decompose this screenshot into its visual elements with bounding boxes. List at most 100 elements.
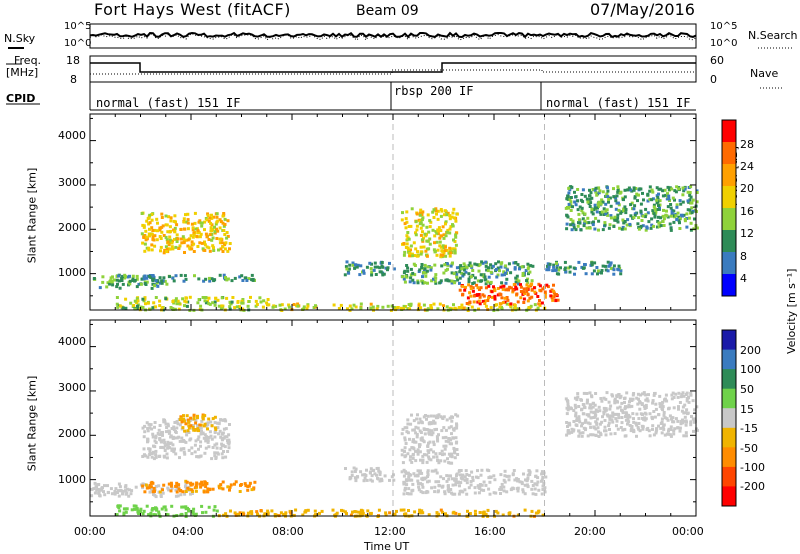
data-cell-r3 [181, 297, 185, 301]
nsearch-tick-bottom: 10^0 [710, 38, 738, 49]
data-cell-r10 [612, 268, 616, 272]
data-cell-r5 [420, 509, 424, 513]
data-cell-r2 [162, 234, 166, 237]
data-cell-r5 [370, 262, 373, 266]
data-cell-r8 [540, 492, 544, 496]
data-cell-r2 [208, 216, 212, 220]
data-cell-r9 [668, 222, 672, 226]
data-cell-r3 [186, 429, 190, 433]
data-cell-r9 [628, 397, 632, 401]
data-cell-r8 [406, 471, 410, 475]
data-cell-r9 [621, 218, 625, 222]
data-cell-r8 [531, 484, 535, 487]
data-cell-r6 [403, 250, 407, 254]
data-cell-r7 [486, 269, 490, 273]
data-cell-r3 [185, 414, 189, 418]
data-cell-r2 [213, 230, 217, 234]
data-cell-r9 [596, 205, 600, 208]
data-cell-r6 [435, 240, 439, 244]
data-cell-r8 [528, 296, 532, 300]
data-cell-r8 [405, 483, 409, 487]
data-cell-r4 [292, 303, 296, 306]
data-cell-r4 [163, 505, 167, 509]
data-cell-r8 [543, 486, 547, 490]
data-cell-r9 [683, 219, 687, 223]
data-cell-r10 [596, 272, 599, 276]
data-cell-r8 [527, 285, 531, 289]
data-cell-r6 [344, 467, 347, 470]
data-cell-r9 [664, 213, 668, 217]
data-cell-r2 [222, 229, 226, 232]
data-cell-r7 [442, 271, 446, 275]
data-cell-r2 [227, 440, 231, 444]
data-cell-r6 [442, 246, 446, 250]
data-cell-r8 [500, 482, 504, 486]
data-cell-r4 [204, 510, 208, 514]
data-cell-r2 [153, 425, 156, 429]
data-cell-r9 [627, 186, 631, 190]
data-cell-r0 [165, 282, 169, 286]
data-cell-r6 [452, 216, 456, 220]
data-cell-r2 [144, 235, 148, 239]
data-cell-r1 [219, 486, 223, 490]
data-cell-r3 [258, 296, 262, 300]
data-cell-r9 [641, 416, 644, 420]
data-cell-r8 [554, 299, 558, 303]
data-cell-r1 [174, 274, 178, 278]
data-cell-r8 [410, 478, 414, 482]
data-cell-r3 [169, 306, 173, 309]
data-cell-r4 [436, 307, 440, 311]
data-cell-r9 [594, 427, 598, 431]
data-cell-r8 [493, 297, 497, 301]
data-cell-r7 [406, 269, 410, 273]
data-cell-r8 [435, 471, 439, 475]
data-cell-r7 [429, 266, 433, 270]
data-cell-r1 [247, 484, 251, 488]
data-cell-r8 [539, 289, 543, 293]
data-cell-r8 [468, 300, 472, 304]
data-cell-r8 [441, 484, 445, 488]
data-cell-r3 [225, 296, 229, 300]
data-cell-r0 [154, 484, 158, 488]
data-cell-r2 [145, 421, 149, 425]
power-cbar-tick-16: 16 [740, 205, 754, 218]
data-cell-r2 [147, 248, 151, 252]
data-cell-r2 [212, 215, 216, 219]
data-cell-r8 [492, 491, 496, 495]
data-cell-r5 [331, 508, 335, 512]
data-cell-r9 [629, 214, 633, 218]
freq-series [90, 62, 696, 73]
data-cell-r7 [418, 450, 422, 454]
data-cell-r8 [538, 299, 541, 302]
data-cell-r7 [416, 413, 419, 417]
data-cell-r8 [469, 285, 473, 289]
data-cell-r7 [426, 449, 430, 453]
data-cell-r3 [201, 413, 205, 417]
data-cell-r8 [413, 474, 417, 478]
data-cell-r8 [405, 492, 409, 495]
data-cell-r4 [305, 307, 309, 311]
data-cell-r8 [530, 295, 534, 299]
data-cell-r8 [526, 293, 530, 297]
data-cell-r7 [423, 281, 427, 285]
data-cell-r5 [501, 513, 505, 517]
data-cell-r1 [204, 485, 208, 489]
data-cell-r4 [466, 307, 470, 311]
data-cell-r7 [414, 425, 418, 429]
data-cell-r9 [623, 406, 627, 410]
data-cell-r3 [246, 304, 250, 308]
data-cell-r6 [400, 218, 404, 222]
data-cell-r4 [164, 508, 168, 512]
data-cell-r2 [175, 223, 179, 227]
data-cell-r2 [158, 424, 162, 427]
data-cell-r4 [375, 307, 379, 311]
data-cell-r6 [448, 227, 452, 231]
data-cell-r9 [632, 188, 636, 192]
data-cell-r8 [430, 486, 434, 490]
data-cell-r7 [411, 438, 415, 442]
data-cell-r7 [432, 440, 436, 444]
power-cbar-tick-20: 20 [740, 182, 754, 195]
data-cell-r7 [426, 414, 430, 418]
data-cell-r9 [675, 205, 679, 209]
data-cell-r3 [185, 304, 189, 308]
